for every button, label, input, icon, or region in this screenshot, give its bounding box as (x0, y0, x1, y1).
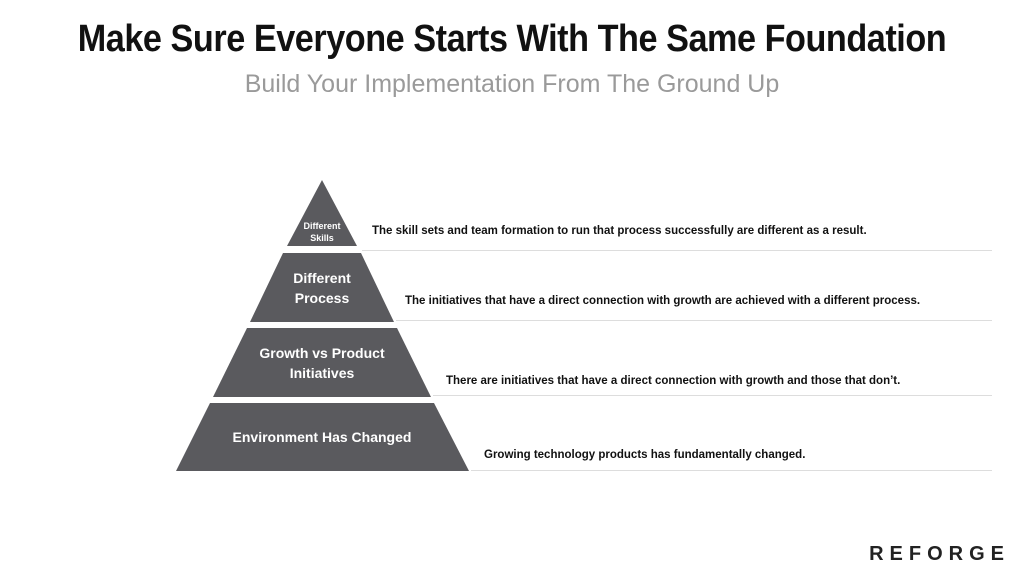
pyramid-tier-3-label-line-1: Growth vs Product (259, 345, 385, 361)
pyramid-tier-2-label-line-2: Process (295, 290, 350, 306)
pyramid-tier-2-label-line-1: Different (293, 270, 351, 286)
tier-1-description: The skill sets and team formation to run… (372, 225, 867, 237)
tier-2-description: The initiatives that have a direct conne… (405, 295, 921, 307)
pyramid-tier-1-shape (287, 180, 357, 246)
pyramid-tier-4-shape (176, 403, 469, 471)
tier-3-divider (433, 395, 992, 396)
page-title: Make Sure Everyone Starts With The Same … (77, 18, 947, 60)
tier-2-divider (396, 320, 992, 321)
brand-logo: REFORGE (869, 543, 1010, 565)
tier-3-description: There are initiatives that have a direct… (446, 375, 901, 387)
pyramid-tier-1-label-line-1: Different (303, 221, 340, 231)
page-subtitle: Build Your Implementation From The Groun… (244, 70, 780, 98)
tier-4-description: Growing technology products has fundamen… (484, 449, 806, 461)
pyramid-tier-2-shape (250, 253, 394, 322)
tier-4-divider (471, 470, 992, 471)
pyramid-tier-4-label-line-1: Environment Has Changed (233, 429, 412, 445)
pyramid-tier-3-label-line-2: Initiatives (290, 365, 355, 381)
tier-1-divider (362, 250, 992, 251)
pyramid-tier-3-shape (213, 328, 431, 397)
pyramid-tier-1-label-line-2: Skills (310, 233, 334, 243)
